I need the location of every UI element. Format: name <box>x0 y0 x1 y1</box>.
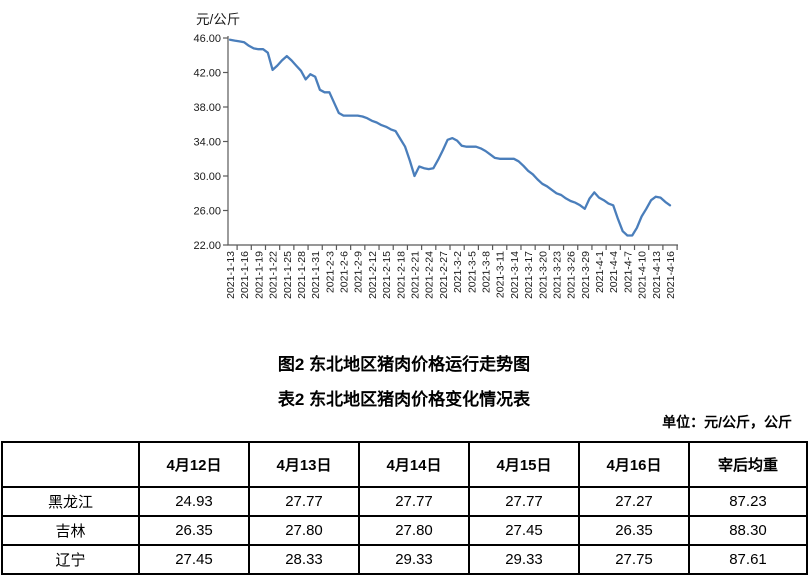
header-cell-apr12: 4月12日 <box>138 441 250 488</box>
row-label: 吉林 <box>1 515 140 546</box>
trend-line <box>228 38 672 237</box>
price-cell: 26.35 <box>138 515 250 546</box>
x-tick-label: 2021-2-15 <box>381 251 393 299</box>
x-tick-label: 2021-2-24 <box>424 251 436 299</box>
x-tick-label: 2021-1-16 <box>239 251 251 299</box>
price-cell: 27.27 <box>578 486 690 517</box>
price-cell: 29.33 <box>358 544 470 575</box>
price-cell: 27.80 <box>358 515 470 546</box>
price-trend-line-chart: 46.00 42.00 38.00 34.00 30.00 26.00 22.00 2021-… <box>193 33 678 299</box>
x-tick-label: 2021-3-23 <box>551 251 563 299</box>
table-row-heilongjiang: 黑龙江 24.93 27.77 27.77 27.77 27.27 87.23 <box>1 486 808 517</box>
weight-cell: 87.23 <box>688 486 808 517</box>
header-cell-avg-weight: 宰后均重 <box>688 441 808 488</box>
x-tick-label: 2021-3-14 <box>509 251 521 299</box>
header-cell-apr13: 4月13日 <box>248 441 360 488</box>
x-tick-label: 2021-3-17 <box>523 251 535 299</box>
x-tick-label: 2021-1-25 <box>282 251 294 299</box>
price-cell: 27.45 <box>468 515 580 546</box>
figure-caption: 图2 东北地区猪肉价格运行走势图 <box>277 355 531 374</box>
x-tick-label: 2021-2-21 <box>410 251 422 299</box>
y-tick-label: 34.00 <box>193 137 221 149</box>
x-tick-label: 2021-3-26 <box>566 251 578 299</box>
x-tick-label: 2021-4-16 <box>665 251 677 299</box>
weight-cell: 88.30 <box>688 515 808 546</box>
price-table: 4月12日 4月13日 4月14日 4月15日 4月16日 宰后均重 黑龙江 2… <box>1 441 808 575</box>
y-tick-label: 22.00 <box>193 240 221 252</box>
price-cell: 27.75 <box>578 544 690 575</box>
header-cell-apr15: 4月15日 <box>468 441 580 488</box>
price-cell: 24.93 <box>138 486 250 517</box>
x-tick-label: 2021-2-3 <box>324 251 336 293</box>
x-tick-label: 2021-4-13 <box>651 251 663 299</box>
y-tick-label: 38.00 <box>193 102 221 114</box>
x-tick-label: 2021-2-27 <box>438 251 450 299</box>
table-header-row: 4月12日 4月13日 4月14日 4月15日 4月16日 宰后均重 <box>1 441 808 488</box>
x-tick-label: 2021-1-28 <box>296 251 308 299</box>
table-row-jilin: 吉林 26.35 27.80 27.80 27.45 26.35 88.30 <box>1 515 808 546</box>
price-cell: 27.77 <box>358 486 470 517</box>
x-tick-label: 2021-4-7 <box>622 251 634 293</box>
x-tick-label: 2021-4-10 <box>637 251 649 299</box>
x-tick-label: 2021-1-22 <box>268 251 280 299</box>
price-cell: 29.33 <box>468 544 580 575</box>
price-cell: 27.77 <box>248 486 360 517</box>
unit-note: 单位：元/公斤，公斤 <box>662 414 792 430</box>
x-tick-label: 2021-2-6 <box>339 251 351 293</box>
x-tick-label: 2021-2-12 <box>367 251 379 299</box>
price-cell: 27.45 <box>138 544 250 575</box>
x-tick-label: 2021-1-19 <box>253 251 265 299</box>
price-cell: 27.77 <box>468 486 580 517</box>
y-tick-label: 26.00 <box>193 206 221 218</box>
x-tick-label: 2021-1-31 <box>310 251 322 299</box>
weight-cell: 87.61 <box>688 544 808 575</box>
price-cell: 27.80 <box>248 515 360 546</box>
row-label: 黑龙江 <box>1 486 140 517</box>
table-caption: 表2 东北地区猪肉价格变化情况表 <box>277 390 531 409</box>
header-cell-apr14: 4月14日 <box>358 441 470 488</box>
price-cell: 28.33 <box>248 544 360 575</box>
x-tick-label: 2021-3-8 <box>480 251 492 293</box>
x-tick-label: 2021-3-2 <box>452 251 464 293</box>
price-cell: 26.35 <box>578 515 690 546</box>
y-tick-label: 30.00 <box>193 171 221 183</box>
x-tick-label: 2021-3-5 <box>466 251 478 293</box>
y-axis-title: 元/公斤 <box>196 12 241 27</box>
x-tick-label: 2021-1-13 <box>225 251 237 299</box>
x-tick-label: 2021-3-20 <box>537 251 549 299</box>
x-tick-label: 2021-4-1 <box>594 251 606 293</box>
header-cell-apr16: 4月16日 <box>578 441 690 488</box>
x-tick-label: 2021-2-18 <box>395 251 407 299</box>
header-corner-cell <box>1 441 140 488</box>
x-tick-label: 2021-3-29 <box>580 251 592 299</box>
x-tick-label: 2021-3-11 <box>495 251 507 298</box>
y-tick-label: 46.00 <box>193 33 221 45</box>
table-row-liaoning: 辽宁 27.45 28.33 29.33 29.33 27.75 87.61 <box>1 544 808 575</box>
axis-line <box>227 36 678 246</box>
row-label: 辽宁 <box>1 544 140 575</box>
x-tick-label: 2021-4-4 <box>608 251 620 293</box>
x-tick-label: 2021-2-9 <box>353 251 365 293</box>
y-tick-label: 42.00 <box>193 68 221 80</box>
